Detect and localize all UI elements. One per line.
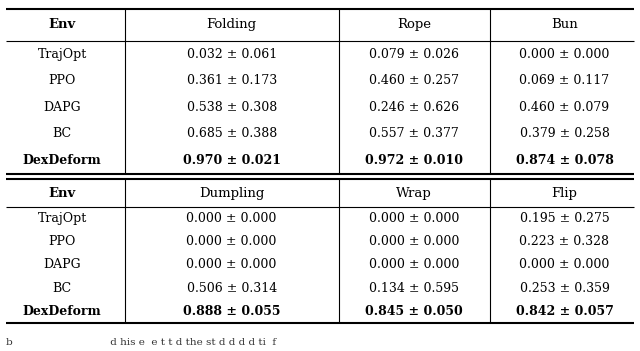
Text: 0.845 ± 0.050: 0.845 ± 0.050 <box>365 305 463 318</box>
Text: Wrap: Wrap <box>396 186 432 199</box>
Text: 0.379 ± 0.258: 0.379 ± 0.258 <box>520 127 609 140</box>
Text: 0.361 ± 0.173: 0.361 ± 0.173 <box>186 74 277 87</box>
Text: 0.000 ± 0.000: 0.000 ± 0.000 <box>369 235 460 248</box>
Text: 0.685 ± 0.388: 0.685 ± 0.388 <box>186 127 277 140</box>
Text: Env: Env <box>49 186 76 199</box>
Text: 0.888 ± 0.055: 0.888 ± 0.055 <box>183 305 280 318</box>
Text: Bun: Bun <box>551 18 578 31</box>
Text: 0.195 ± 0.275: 0.195 ± 0.275 <box>520 212 609 225</box>
Text: 0.223 ± 0.328: 0.223 ± 0.328 <box>520 235 609 248</box>
Text: DAPG: DAPG <box>44 101 81 114</box>
Text: Env: Env <box>49 18 76 31</box>
Text: 0.000 ± 0.000: 0.000 ± 0.000 <box>369 212 460 225</box>
Text: Folding: Folding <box>207 18 257 31</box>
Text: 0.000 ± 0.000: 0.000 ± 0.000 <box>519 258 610 271</box>
Text: Dumpling: Dumpling <box>199 186 264 199</box>
Text: DexDeform: DexDeform <box>22 154 102 167</box>
Text: 0.842 ± 0.057: 0.842 ± 0.057 <box>516 305 613 318</box>
Text: BC: BC <box>52 127 72 140</box>
Text: 0.972 ± 0.010: 0.972 ± 0.010 <box>365 154 463 167</box>
Text: 0.000 ± 0.000: 0.000 ± 0.000 <box>186 258 277 271</box>
Text: Rope: Rope <box>397 18 431 31</box>
Text: b                              d his e  e t t d the st d d d d ti  f: b d his e e t t d the st d d d d ti f <box>6 338 276 347</box>
Text: 0.069 ± 0.117: 0.069 ± 0.117 <box>520 74 609 87</box>
Text: 0.970 ± 0.021: 0.970 ± 0.021 <box>182 154 281 167</box>
Text: 0.134 ± 0.595: 0.134 ± 0.595 <box>369 282 459 295</box>
Text: 0.253 ± 0.359: 0.253 ± 0.359 <box>520 282 609 295</box>
Text: DexDeform: DexDeform <box>22 305 102 318</box>
Text: 0.874 ± 0.078: 0.874 ± 0.078 <box>516 154 613 167</box>
Text: DAPG: DAPG <box>44 258 81 271</box>
Text: 0.000 ± 0.000: 0.000 ± 0.000 <box>519 48 610 61</box>
Text: PPO: PPO <box>49 235 76 248</box>
Text: BC: BC <box>52 282 72 295</box>
Text: Flip: Flip <box>552 186 577 199</box>
Text: 0.557 ± 0.377: 0.557 ± 0.377 <box>369 127 459 140</box>
Text: 0.000 ± 0.000: 0.000 ± 0.000 <box>186 212 277 225</box>
Text: TrajOpt: TrajOpt <box>38 212 86 225</box>
Text: PPO: PPO <box>49 74 76 87</box>
Text: 0.506 ± 0.314: 0.506 ± 0.314 <box>186 282 277 295</box>
Text: 0.000 ± 0.000: 0.000 ± 0.000 <box>186 235 277 248</box>
Text: 0.460 ± 0.079: 0.460 ± 0.079 <box>520 101 609 114</box>
Text: TrajOpt: TrajOpt <box>38 48 86 61</box>
Text: 0.460 ± 0.257: 0.460 ± 0.257 <box>369 74 459 87</box>
Text: 0.538 ± 0.308: 0.538 ± 0.308 <box>186 101 277 114</box>
Text: 0.032 ± 0.061: 0.032 ± 0.061 <box>186 48 277 61</box>
Text: 0.079 ± 0.026: 0.079 ± 0.026 <box>369 48 459 61</box>
Text: 0.246 ± 0.626: 0.246 ± 0.626 <box>369 101 459 114</box>
Text: 0.000 ± 0.000: 0.000 ± 0.000 <box>369 258 460 271</box>
